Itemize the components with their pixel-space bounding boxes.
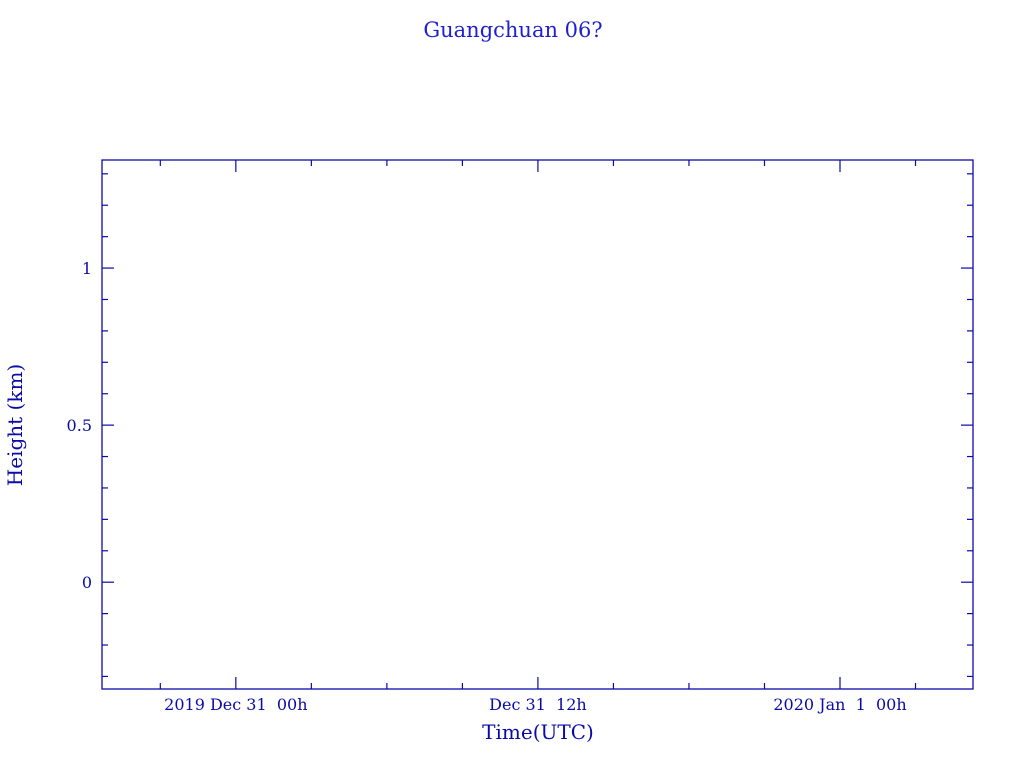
chart-title: Guangchuan 06? — [423, 18, 602, 42]
y-tick-labels: 00.51 — [67, 259, 92, 592]
y-tick-label: 0 — [82, 573, 92, 592]
x-tick-label: Dec 31 12h — [489, 695, 587, 714]
x-tick-labels: 2019 Dec 31 00h Dec 31 12h 2020 Jan 1 00h — [164, 695, 906, 714]
plot-frame — [101, 159, 974, 690]
x-axis-label: Time(UTC) — [482, 720, 594, 744]
y-tick-label: 1 — [82, 259, 92, 278]
x-tick-label: 2019 Dec 31 00h — [164, 695, 307, 714]
axis-ticks — [102, 160, 973, 689]
y-tick-label: 0.5 — [67, 416, 92, 435]
x-tick-label: 2020 Jan 1 00h — [773, 695, 906, 714]
y-axis-label: Height (km) — [3, 364, 27, 486]
